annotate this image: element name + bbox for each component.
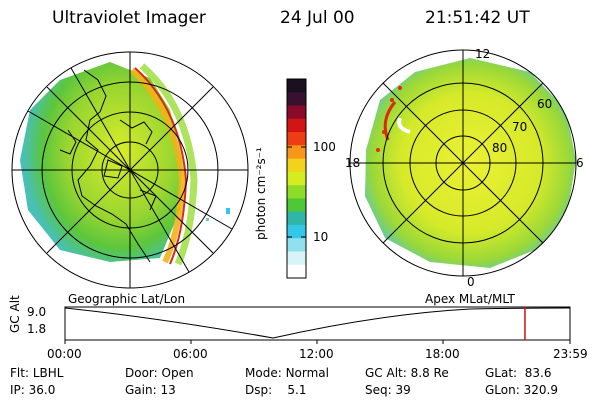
colorbar-band	[287, 105, 306, 120]
date-label: 24 Jul 00	[280, 8, 355, 28]
colorbar-band	[287, 79, 306, 93]
colorbar-tick-100: 100	[313, 140, 336, 154]
auroral-oval	[129, 67, 186, 264]
colorbar-band	[287, 238, 306, 253]
mlt-label-0: 0	[467, 275, 475, 289]
coastline	[59, 69, 157, 263]
altitude-curve	[64, 307, 571, 339]
altitude-xtick: 12:00	[299, 347, 334, 361]
status-seq: Seq: 39	[365, 383, 411, 397]
colorbar-band	[287, 264, 306, 279]
altitude-xtick: 18:00	[425, 347, 460, 361]
colorbar-band	[287, 171, 306, 186]
altitude-plot	[64, 306, 571, 344]
geographic-caption: Geographic Lat/Lon	[68, 292, 186, 306]
magnetic-polar-panel	[349, 49, 577, 277]
mlat-label-70: 70	[512, 120, 528, 134]
status-ip: IP: 36.0	[10, 383, 56, 397]
status-filter: Flt: LBHL	[10, 366, 64, 380]
mlt-label-12: 12	[475, 47, 491, 61]
app-title: Ultraviolet Imager	[52, 8, 206, 28]
colorbar-band	[287, 185, 306, 199]
colorbar-band	[287, 211, 306, 226]
mlt-label-6: 6	[576, 156, 584, 170]
altitude-ylabel: GC Alt	[8, 295, 22, 333]
status-door: Door: Open	[125, 366, 194, 380]
colorbar-band	[287, 118, 306, 133]
uv-emission-image	[20, 62, 182, 262]
colorbar-band	[287, 92, 306, 107]
status-dsp: Dsp: 5.1	[245, 383, 307, 397]
lat-lon-grid	[12, 52, 248, 288]
colorbar-band	[287, 198, 306, 213]
status-gc-alt: GC Alt: 8.8 Re	[365, 366, 449, 380]
status-gain: Gain: 13	[125, 383, 176, 397]
colorbar-band	[287, 145, 306, 160]
geographic-map-panel	[11, 51, 249, 289]
colorbar-band	[287, 251, 306, 266]
mlat-label-80: 80	[492, 141, 508, 155]
colorbar-label: photon cm⁻²s⁻¹	[254, 147, 268, 240]
colorbar-band	[287, 224, 306, 239]
altitude-xtick: 23:59	[553, 347, 588, 361]
altitude-xtick: 06:00	[173, 347, 208, 361]
status-glat: GLat: 83.6	[485, 366, 552, 380]
status-mode: Mode: Normal	[245, 366, 329, 380]
altitude-ytick-9: 9.0	[27, 305, 47, 319]
altitude-xtick: 00:00	[47, 347, 82, 361]
mlt-grid	[350, 50, 576, 276]
status-glon: GLon: 320.9	[485, 383, 558, 397]
time-label: 21:51:42 UT	[425, 8, 530, 28]
mlt-label-18: 18	[345, 156, 361, 170]
apex-caption: Apex MLat/MLT	[425, 292, 515, 306]
colorbar-tick-10: 10	[313, 230, 329, 244]
colorbar-band	[287, 132, 306, 146]
colorbar-band	[287, 158, 306, 173]
colorbar	[286, 78, 307, 279]
mlat-label-60: 60	[537, 97, 553, 111]
altitude-ytick-1-8: 1.8	[27, 322, 47, 336]
